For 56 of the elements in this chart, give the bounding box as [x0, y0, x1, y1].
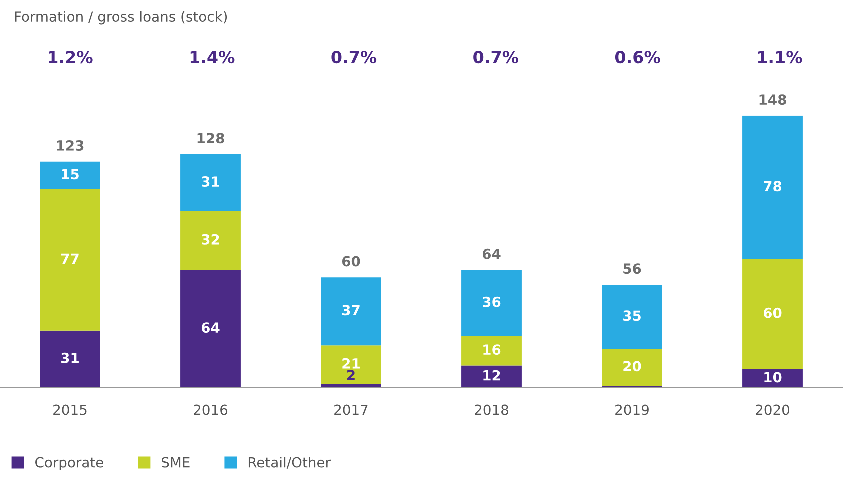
x-tick-label: 2016: [194, 404, 228, 416]
total-label: 128: [198, 133, 224, 144]
total-label: 123: [57, 140, 84, 152]
data-label: 20: [624, 361, 642, 372]
data-label: 12: [484, 370, 500, 381]
bar: [462, 366, 522, 388]
data-label: 60: [764, 308, 782, 318]
text: 0.7%: [474, 51, 518, 64]
bar: [40, 330, 100, 388]
x-tick-label: 2020: [756, 404, 790, 416]
total-label: 64: [482, 248, 501, 260]
text: 1.4%: [190, 51, 235, 64]
data-label: 77: [62, 254, 79, 264]
bar: [742, 369, 803, 388]
data-label: 64: [202, 322, 220, 334]
total-label: 148: [760, 94, 786, 106]
bar: [602, 284, 662, 350]
x-tick-label: 2015: [54, 404, 87, 416]
data-label: 35: [624, 310, 641, 322]
bar: [742, 116, 803, 260]
bar: [742, 259, 803, 370]
text: 0.7%: [332, 51, 377, 64]
text: 1.2%: [49, 51, 93, 64]
bar: [180, 270, 241, 388]
legend-label: SME: [162, 457, 190, 468]
data-label: 10: [764, 372, 782, 383]
text: 0.6%: [615, 51, 660, 64]
chart-title: Formation / gross loans (stock): [15, 11, 228, 25]
x-tick-label: 2018: [475, 404, 508, 416]
data-label: 2: [348, 370, 355, 380]
bar: [321, 278, 382, 346]
x-tick-label: 2017: [334, 404, 368, 416]
bar: [40, 189, 100, 331]
x-tick-label: 2019: [616, 404, 649, 416]
bar: [40, 162, 100, 190]
data-label: 16: [484, 344, 501, 356]
data-label: 31: [202, 176, 220, 188]
data-label: 31: [62, 352, 79, 364]
data-label: 15: [62, 169, 79, 180]
data-label: 36: [483, 296, 501, 308]
text: 1.1%: [758, 51, 802, 64]
data-label: 21: [342, 358, 360, 369]
data-label: 78: [764, 181, 782, 192]
bar: [321, 384, 382, 388]
total-label: 56: [624, 264, 642, 274]
bar: [180, 211, 241, 270]
data-label: 32: [202, 234, 220, 245]
legend-label: Retail/Other: [248, 457, 331, 469]
bar: [462, 336, 522, 366]
bar: [462, 270, 522, 336]
bar: [602, 349, 662, 386]
data-label: 37: [342, 305, 360, 316]
legend-label: Corporate: [36, 457, 104, 470]
bar: [321, 346, 382, 384]
bar: [180, 154, 241, 212]
total-label: 60: [342, 256, 360, 267]
